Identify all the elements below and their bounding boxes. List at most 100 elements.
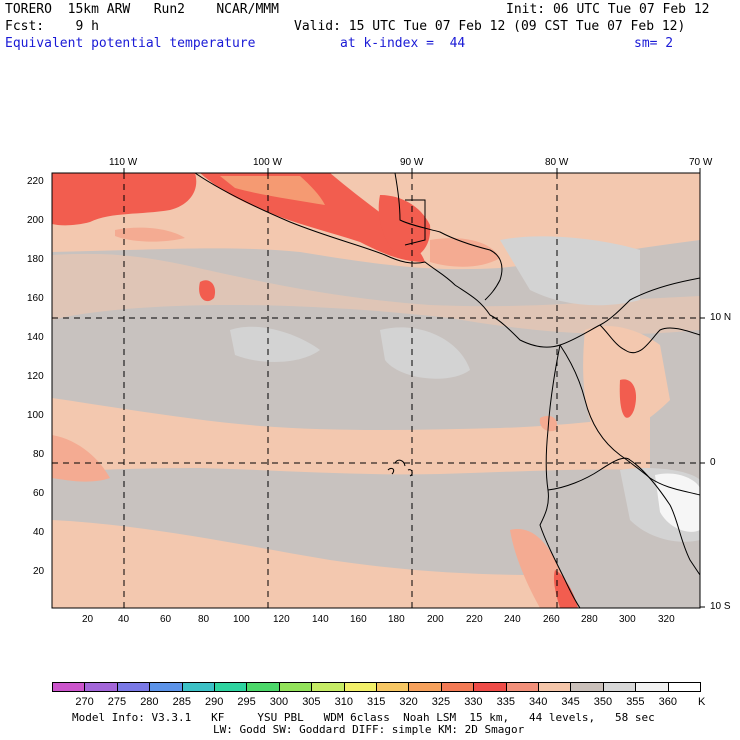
x-tick-160: 160 — [350, 614, 367, 625]
header-valid-time: Valid: 15 UTC Tue 07 Feb 12 (09 CST Tue … — [294, 19, 686, 34]
colorbar-cell — [538, 682, 572, 692]
lon-label-80w: 80 W — [545, 157, 569, 168]
y-tick-200: 200 — [27, 215, 44, 226]
colorbar-label: 320 — [399, 696, 418, 708]
colorbar-cell — [116, 682, 151, 692]
y-tick-160: 160 — [27, 293, 44, 304]
colorbar-label: 300 — [269, 696, 289, 708]
colorbar-label: 270 — [75, 696, 94, 708]
field-equatorial-band — [52, 398, 650, 475]
colorbar-label: 310 — [334, 696, 353, 708]
colorbar-cell — [278, 682, 313, 692]
colorbar-label: 280 — [140, 696, 159, 708]
coastline-central-america-pacific — [194, 173, 700, 348]
border-brazil-peru — [629, 459, 700, 576]
lon-label-90w: 90 W — [400, 157, 424, 168]
field-northern-peach-fringe — [52, 253, 700, 335]
colorbar-cell — [214, 682, 248, 692]
colorbar-label: 355 — [626, 696, 645, 708]
colorbar-cell — [635, 682, 669, 692]
header-k-index: at k-index = 44 — [340, 36, 466, 51]
x-tick-200: 200 — [427, 614, 444, 625]
colorbar-cell — [149, 682, 183, 692]
colorbar-label: 360 — [658, 696, 677, 708]
colorbar-label: 290 — [205, 696, 224, 708]
y-tick-60: 60 — [33, 488, 45, 499]
x-tick-320: 320 — [658, 614, 675, 625]
field-salmon-patch-west — [52, 435, 110, 482]
coastline-caribbean — [394, 173, 503, 301]
lon-label-70w: 70 W — [689, 157, 713, 168]
colorbar-cell — [246, 682, 280, 692]
coastline-colombia — [559, 344, 700, 496]
lat-label-10n: 10 N — [710, 312, 732, 323]
y-tick-180: 180 — [27, 254, 44, 265]
field-red-peru — [553, 570, 578, 608]
colorbar-cell — [602, 682, 637, 692]
x-tick-140: 140 — [312, 614, 329, 625]
y-tick-220: 220 — [27, 176, 44, 187]
x-tick-80: 80 — [198, 614, 210, 625]
map-frame — [51, 172, 701, 609]
x-tick-120: 120 — [273, 614, 290, 625]
header-model-run: TORERO 15km ARW Run2 NCAR/MMM — [5, 2, 279, 17]
colorbar-cell — [376, 682, 410, 692]
colorbar-label: 275 — [107, 696, 127, 708]
colorbar-cell — [667, 682, 701, 692]
header-smoothing: sm= 2 — [634, 36, 674, 51]
x-tick-100: 100 — [233, 614, 250, 625]
colorbar-label: 295 — [237, 696, 256, 708]
colorbar-cell — [408, 682, 442, 692]
y-tick-40: 40 — [33, 527, 45, 538]
colorbar-label: 325 — [431, 696, 451, 708]
footer-model-info: Model Info: V3.3.1 KF YSU PBL WDM 6class… — [72, 711, 655, 724]
border-ecuador-peru — [547, 457, 631, 491]
field-lightgrey-patch-3 — [500, 236, 640, 306]
lat-label-10s: 10 S — [710, 601, 731, 612]
x-tick-240: 240 — [504, 614, 521, 625]
x-tick-20: 20 — [82, 614, 94, 625]
field-orange-mexico — [220, 176, 325, 205]
y-tick-80: 80 — [33, 449, 45, 460]
lat-label-equator: 0 — [710, 457, 716, 468]
y-tick-140: 140 — [27, 332, 44, 343]
colorbar-cell — [505, 682, 539, 692]
colorbar-cell — [84, 682, 118, 692]
field-lightgrey-patch-1 — [230, 326, 320, 362]
field-salmon-honduras — [430, 238, 500, 267]
x-tick-220: 220 — [466, 614, 483, 625]
x-tick-260: 260 — [543, 614, 560, 625]
colorbar-cell — [311, 682, 345, 692]
x-tick-300: 300 — [619, 614, 636, 625]
field-red-spot — [199, 280, 216, 302]
colorbar-label: 350 — [593, 696, 613, 708]
colorbar-label: 330 — [464, 696, 483, 708]
field-red-guatemala — [378, 195, 431, 259]
graticule — [52, 173, 700, 608]
field-salmon-northwest — [115, 227, 185, 242]
colorbar-label: 345 — [561, 696, 580, 708]
field-red-colombia — [619, 379, 637, 418]
colorbar-cell — [473, 682, 507, 692]
coastline-ecuador-peru — [539, 344, 581, 608]
colorbar-label: 285 — [172, 696, 191, 708]
border-venezuela — [599, 324, 700, 353]
colorbar-label: 340 — [529, 696, 548, 708]
colorbar-label: 305 — [302, 696, 321, 708]
lon-label-110w: 110 W — [109, 157, 138, 168]
header-forecast-hour: Fcst: 9 h — [5, 19, 99, 34]
header-init-time: Init: 06 UTC Tue 07 Feb 12 — [506, 2, 710, 17]
x-tick-280: 280 — [581, 614, 598, 625]
y-tick-20: 20 — [33, 566, 45, 577]
colorbar-cell — [440, 682, 475, 692]
lon-label-100w: 100 W — [253, 157, 282, 168]
border-guatemala — [404, 199, 426, 246]
x-tick-40: 40 — [118, 614, 130, 625]
field-red-mexico-coast — [200, 173, 425, 262]
colorbar-cell — [343, 682, 377, 692]
colorbar-cell — [570, 682, 604, 692]
field-white-patch — [655, 473, 700, 532]
field-shading — [52, 173, 700, 608]
header-field-name: Equivalent potential temperature — [5, 36, 256, 51]
